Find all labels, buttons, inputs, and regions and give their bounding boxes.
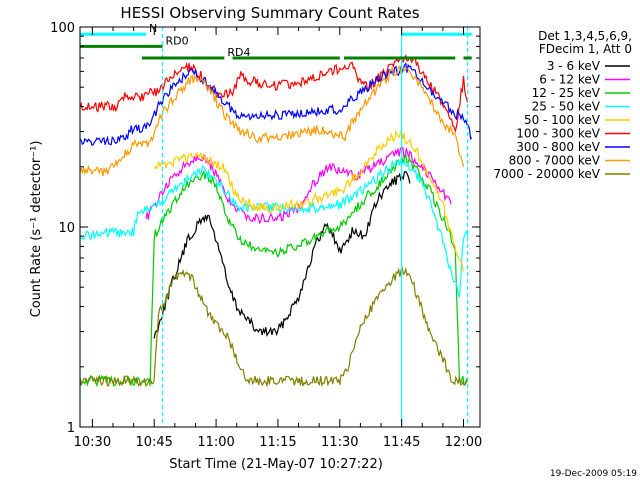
y-tick-label: 1 <box>67 421 75 436</box>
legend: Det 1,3,4,5,6,9, FDecim 1, Att 0 3 - 6 k… <box>493 29 632 181</box>
x-tick-label: 11:30 <box>321 435 358 450</box>
state-bar-label-rd0: RD0 <box>165 34 188 47</box>
legend-label-100-300-kev: 100 - 300 keV <box>516 127 600 141</box>
series-line-50-100-kev <box>153 129 465 272</box>
chart-title: HESSI Observing Summary Count Rates <box>120 4 419 22</box>
y-tick-label: 10 <box>58 221 75 236</box>
generation-timestamp: 19-Dec-2009 05:19 <box>550 469 637 479</box>
y-axis-label: Count Rate (s⁻¹ detector⁻¹) <box>29 141 44 318</box>
series-line-3-6-kev <box>153 170 411 339</box>
series-line-300-800-kev <box>79 62 473 147</box>
legend-label-800-7000-kev: 800 - 7000 keV <box>509 154 601 168</box>
legend-header-line-2: FDecim 1, Att 0 <box>539 42 632 56</box>
legend-label-300-800-kev: 300 - 800 keV <box>516 140 600 154</box>
y-tick-label: 100 <box>50 21 75 36</box>
legend-header-line-1: Det 1,3,4,5,6,9, <box>538 29 632 43</box>
legend-label-12-25-kev: 12 - 25 keV <box>532 86 601 100</box>
series-line-7000-20000-kev <box>79 265 469 388</box>
x-tick-label: 11:15 <box>259 435 296 450</box>
legend-label-3-6-kev: 3 - 6 keV <box>547 59 601 73</box>
legend-label-6-12-kev: 6 - 12 keV <box>539 73 601 87</box>
series-group <box>79 54 473 388</box>
state-bar-label-rd4: RD4 <box>227 46 250 59</box>
x-tick-label: 10:45 <box>135 435 172 450</box>
legend-label-25-50-kev: 25 - 50 keV <box>532 100 601 114</box>
x-axis-label: Start Time (21-May-07 10:27:22) <box>169 457 383 472</box>
series-line-100-300-kev <box>79 54 469 134</box>
x-tick-label: 11:00 <box>197 435 234 450</box>
x-tick-label: 11:45 <box>383 435 420 450</box>
series-line-800-7000-kev <box>79 65 465 177</box>
state-bar-label-n: N <box>149 22 157 35</box>
legend-label-50-100-kev: 50 - 100 keV <box>524 113 601 127</box>
x-tick-label: 10:30 <box>74 435 111 450</box>
axes-group: 10:30 10:45 11:00 11:15 11:30 11:45 12:00 1 10 10… <box>50 21 482 450</box>
x-tick-label: 12:00 <box>445 435 482 450</box>
legend-label-7000-20000-kev: 7000 - 20000 keV <box>493 167 600 181</box>
